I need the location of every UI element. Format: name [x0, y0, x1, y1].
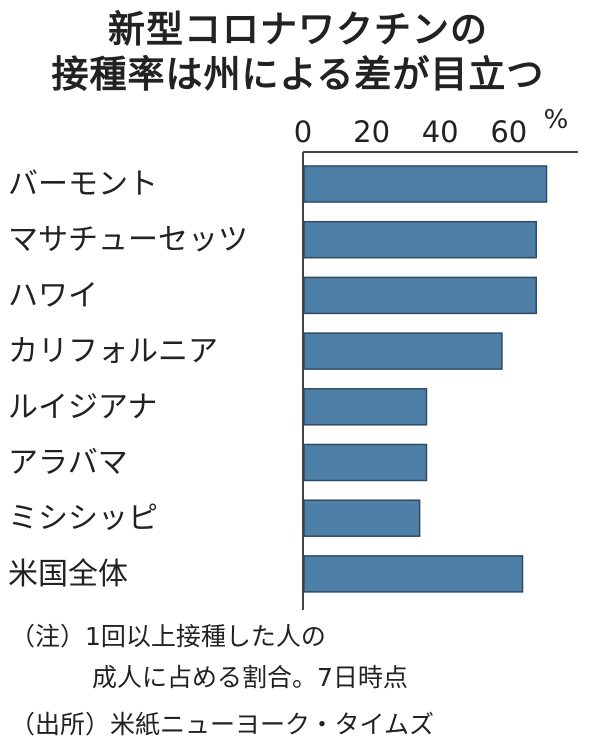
category-label-3: カリフォルニア — [8, 334, 218, 369]
x-tick-label-1: 20 — [353, 115, 390, 149]
x-tick-label-2: 40 — [422, 115, 459, 149]
category-label-7: 米国全体 — [8, 557, 128, 592]
x-tick-label-0: 0 — [294, 115, 312, 149]
x-tick-label-3: 60 — [490, 115, 527, 149]
category-label-0: バーモント — [8, 167, 158, 202]
bar-2 — [303, 276, 537, 315]
bar-1 — [303, 220, 537, 259]
source-note: （出所）米紙ニューヨーク・タイムズ — [10, 710, 435, 739]
bar-chart: 0 20 40 60 % バーモントマサチューセッツハワイカリフォルニアルイジアナアラバマ… — [8, 105, 578, 610]
category-label-4: ルイジアナ — [8, 390, 157, 425]
bar-6 — [303, 499, 421, 537]
note-line-1: （注）1回以上接種した人の — [10, 622, 326, 651]
unit-label: % — [544, 105, 569, 135]
bar-0 — [303, 165, 548, 203]
category-label-6: ミシシッピ — [8, 501, 158, 536]
category-label-5: アラバマ — [8, 446, 128, 481]
chart-title-line-2: 接種率は州による差が目立つ — [51, 53, 545, 96]
chart-title-line-1: 新型コロナワクチンの — [108, 8, 488, 51]
bar-7 — [303, 555, 524, 593]
note-line-2: 成人に占める割合。7日時点 — [92, 663, 408, 692]
category-label-1: マサチューセッツ — [8, 223, 248, 258]
bar-3 — [303, 332, 503, 370]
bar-5 — [303, 443, 428, 482]
category-label-2: ハワイ — [8, 278, 98, 313]
bar-4 — [303, 388, 428, 426]
